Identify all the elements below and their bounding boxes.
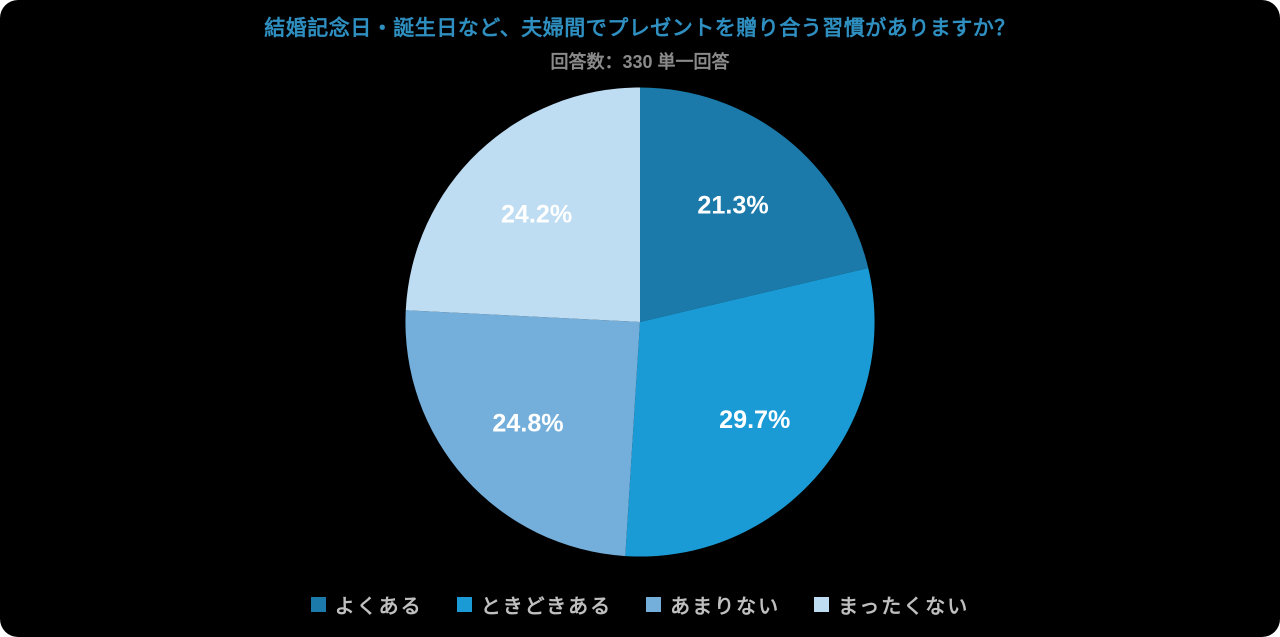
- chart-subtitle: 回答数：330 単一回答: [550, 52, 730, 72]
- pie-chart: 21.3% 29.7% 24.8% 24.2%: [398, 80, 882, 564]
- legend-item-2: ときどきある: [456, 590, 613, 619]
- legend-label-3: あまりない: [670, 596, 781, 618]
- pie-value-label-2: 29.7%: [719, 406, 790, 434]
- pie-value-label-3: 24.8%: [492, 409, 563, 437]
- legend-label-2: ときどきある: [480, 596, 613, 618]
- chart-legend: よくある ときどきある あまりない まったくない: [0, 590, 1280, 619]
- legend-item-4: まったくない: [814, 590, 969, 619]
- legend-swatch-2: [456, 597, 472, 612]
- pie-slice-3: [405, 310, 640, 557]
- legend-label-1: よくある: [334, 596, 423, 618]
- pie-svg: 21.3% 29.7% 24.8% 24.2%: [405, 87, 875, 557]
- legend-swatch-1: [310, 597, 326, 612]
- legend-swatch-3: [646, 597, 662, 612]
- legend-item-3: あまりない: [646, 590, 780, 619]
- legend-label-4: まったくない: [838, 596, 970, 618]
- legend-swatch-4: [814, 597, 830, 612]
- legend-item-1: よくある: [310, 590, 423, 619]
- pie-slice-2: [625, 267, 875, 557]
- pie-slice-4: [405, 87, 640, 322]
- pie-slice-1: [640, 87, 869, 322]
- chart-title: 結婚記念日・誕生日など、夫婦間でプレゼントを贈り合う習慣がありますか？: [264, 17, 1016, 40]
- pie-value-label-4: 24.2%: [501, 201, 572, 229]
- pie-value-label-1: 21.3%: [697, 192, 768, 220]
